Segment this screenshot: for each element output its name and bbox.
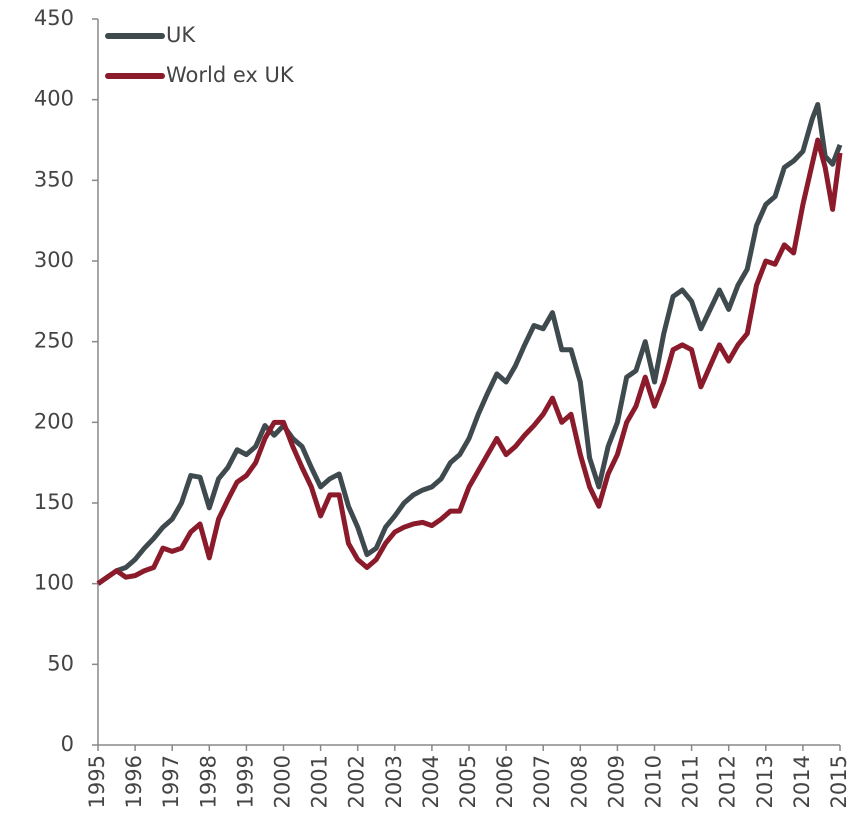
x-tick-label: 2004	[419, 755, 443, 808]
x-tick-label: 2001	[308, 755, 332, 808]
x-tick-label: 1998	[196, 755, 220, 808]
y-tick-label: 450	[34, 6, 74, 30]
y-tick-label: 100	[34, 571, 74, 595]
x-tick-label: 2013	[753, 755, 777, 808]
series-line	[96, 102, 843, 586]
y-tick-label: 300	[34, 248, 74, 272]
y-tick-label: 200	[34, 409, 74, 433]
x-tick-label: 2014	[790, 755, 814, 808]
legend-label: World ex UK	[166, 63, 295, 87]
y-tick-label: 0	[61, 732, 74, 756]
x-tick-label: 2011	[679, 755, 703, 808]
x-tick-label: 2005	[456, 755, 480, 808]
x-tick-label: 2012	[716, 755, 740, 808]
x-tick-label: 1995	[85, 755, 109, 808]
x-tick-label: 2003	[382, 755, 406, 808]
x-tick-label: 2002	[345, 755, 369, 808]
series-line	[96, 137, 843, 586]
x-tick-label: 2009	[604, 755, 628, 808]
legend-label: UK	[166, 23, 196, 47]
y-tick-label: 150	[34, 490, 74, 514]
x-tick-label: 1996	[122, 755, 146, 808]
x-tick-label: 2008	[567, 755, 591, 808]
x-tick-label: 1997	[159, 755, 183, 808]
x-tick-label: 1999	[233, 755, 257, 808]
x-tick-label: 2015	[827, 755, 851, 808]
x-tick-label: 2010	[642, 755, 666, 808]
y-tick-label: 250	[34, 329, 74, 353]
y-tick-label: 400	[34, 87, 74, 111]
y-tick-label: 50	[47, 651, 74, 675]
x-tick-label: 2006	[493, 755, 517, 808]
x-tick-label: 2000	[271, 755, 295, 808]
x-tick-label: 2007	[530, 755, 554, 808]
y-tick-label: 350	[34, 167, 74, 191]
